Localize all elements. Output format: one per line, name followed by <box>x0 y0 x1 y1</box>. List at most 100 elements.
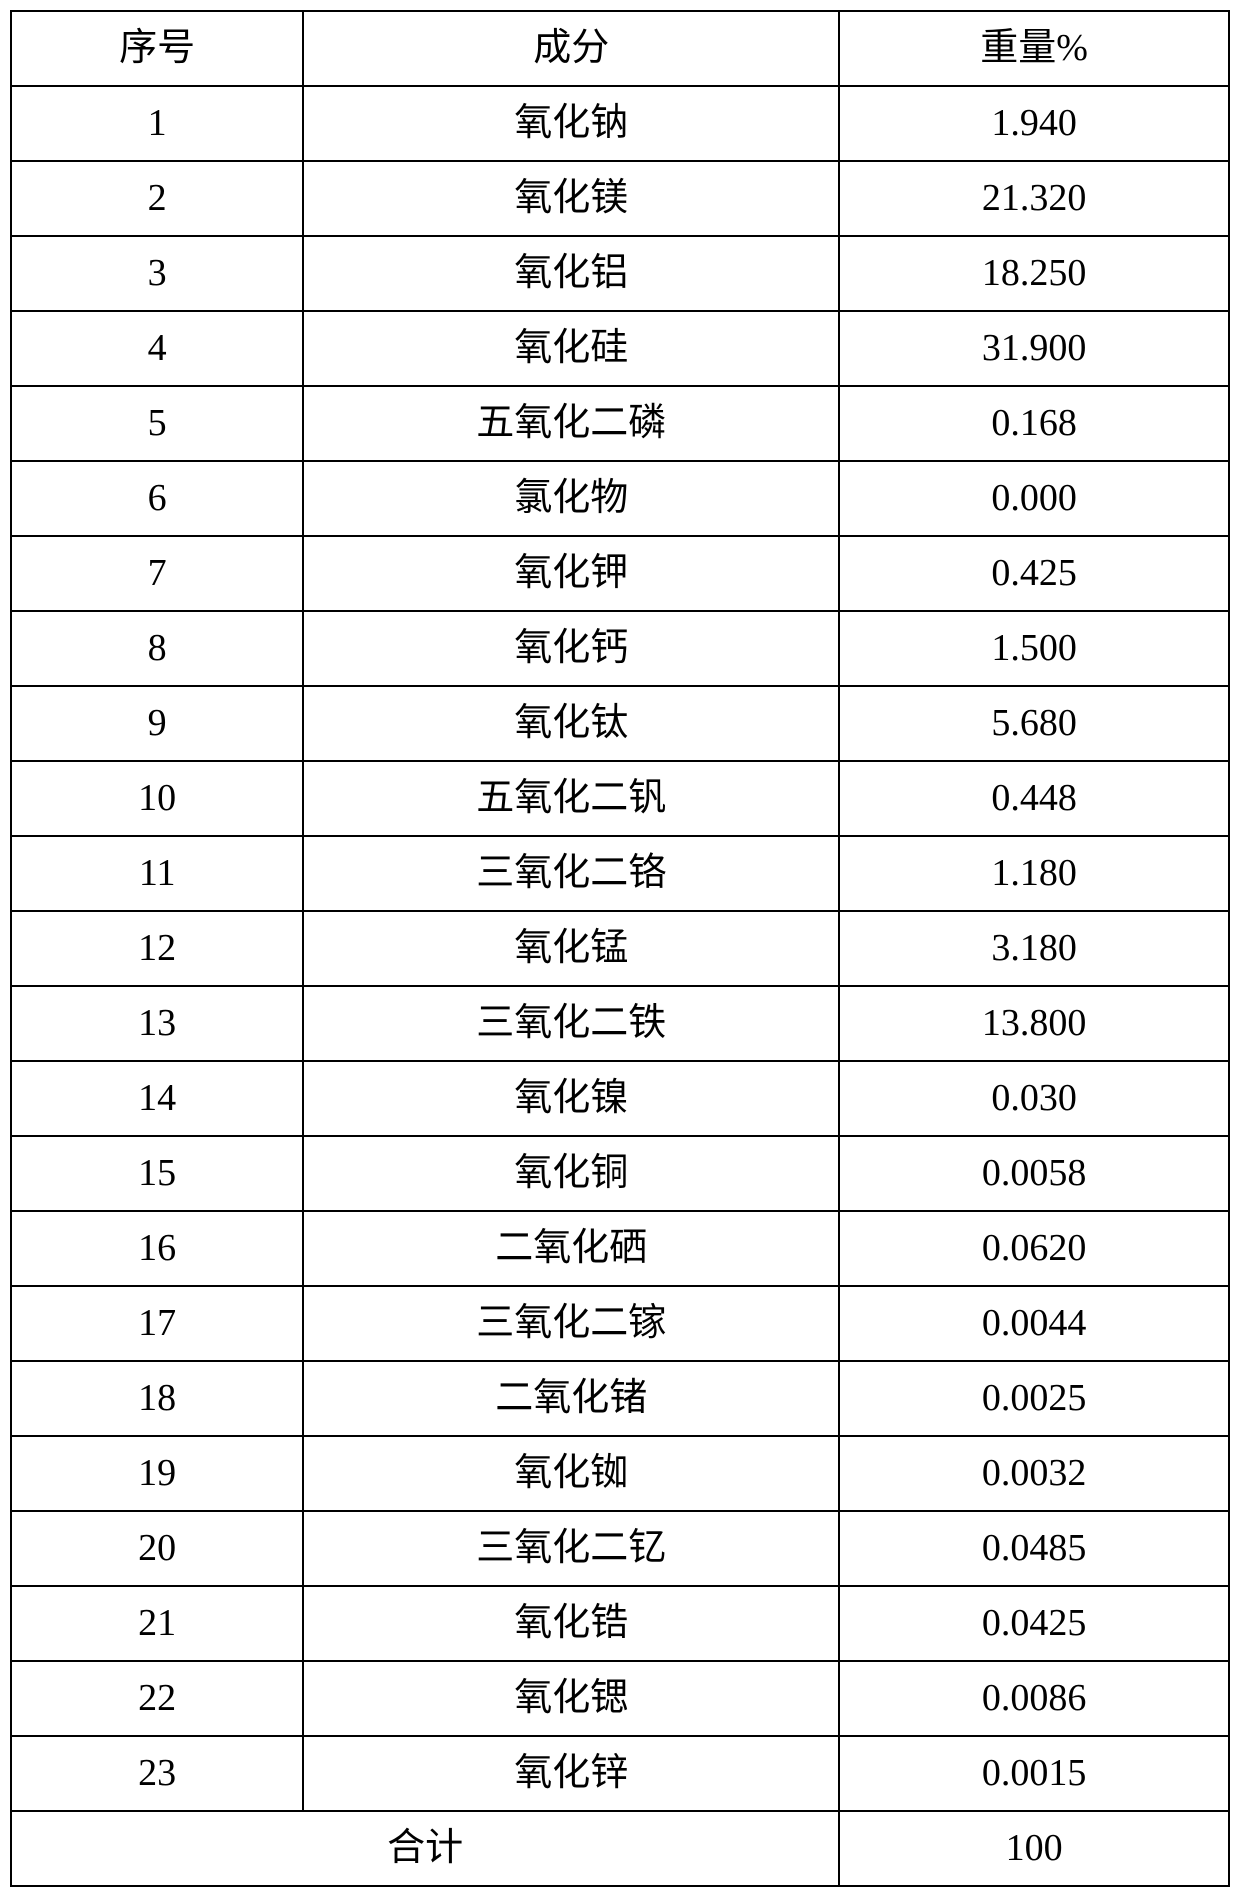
cell-weight: 1.180 <box>839 836 1229 911</box>
table-row: 19 氧化铷 0.0032 <box>11 1436 1229 1511</box>
table-row: 16 二氧化硒 0.0620 <box>11 1211 1229 1286</box>
cell-component: 三氧化二铁 <box>303 986 839 1061</box>
cell-index: 20 <box>11 1511 303 1586</box>
cell-weight: 13.800 <box>839 986 1229 1061</box>
cell-index: 5 <box>11 386 303 461</box>
cell-weight: 0.0086 <box>839 1661 1229 1736</box>
table-row: 4 氧化硅 31.900 <box>11 311 1229 386</box>
cell-weight: 5.680 <box>839 686 1229 761</box>
table-row: 7 氧化钾 0.425 <box>11 536 1229 611</box>
table-row: 8 氧化钙 1.500 <box>11 611 1229 686</box>
cell-index: 19 <box>11 1436 303 1511</box>
table-row: 6 氯化物 0.000 <box>11 461 1229 536</box>
cell-index: 9 <box>11 686 303 761</box>
table-row: 2 氧化镁 21.320 <box>11 161 1229 236</box>
cell-component: 氧化钾 <box>303 536 839 611</box>
cell-component: 氧化铷 <box>303 1436 839 1511</box>
cell-weight: 0.0032 <box>839 1436 1229 1511</box>
cell-weight: 0.0044 <box>839 1286 1229 1361</box>
total-label: 合计 <box>11 1811 839 1886</box>
cell-index: 23 <box>11 1736 303 1811</box>
cell-component: 氧化锰 <box>303 911 839 986</box>
cell-weight: 3.180 <box>839 911 1229 986</box>
cell-weight: 0.168 <box>839 386 1229 461</box>
cell-index: 4 <box>11 311 303 386</box>
cell-component: 氧化锆 <box>303 1586 839 1661</box>
cell-component: 氧化镍 <box>303 1061 839 1136</box>
table-body: 1 氧化钠 1.940 2 氧化镁 21.320 3 氧化铝 18.250 4 … <box>11 86 1229 1886</box>
cell-component: 氧化钙 <box>303 611 839 686</box>
table-row: 22 氧化锶 0.0086 <box>11 1661 1229 1736</box>
cell-index: 3 <box>11 236 303 311</box>
header-component: 成分 <box>303 11 839 86</box>
total-value: 100 <box>839 1811 1229 1886</box>
table-row: 9 氧化钛 5.680 <box>11 686 1229 761</box>
table-row: 21 氧化锆 0.0425 <box>11 1586 1229 1661</box>
cell-index: 22 <box>11 1661 303 1736</box>
cell-index: 15 <box>11 1136 303 1211</box>
table-row: 17 三氧化二镓 0.0044 <box>11 1286 1229 1361</box>
cell-weight: 0.0058 <box>839 1136 1229 1211</box>
cell-weight: 1.940 <box>839 86 1229 161</box>
table-header-row: 序号 成分 重量% <box>11 11 1229 86</box>
cell-index: 21 <box>11 1586 303 1661</box>
cell-weight: 0.0015 <box>839 1736 1229 1811</box>
cell-component: 氧化镁 <box>303 161 839 236</box>
composition-table: 序号 成分 重量% 1 氧化钠 1.940 2 氧化镁 21.320 3 氧化铝… <box>10 10 1230 1887</box>
cell-weight: 31.900 <box>839 311 1229 386</box>
cell-index: 13 <box>11 986 303 1061</box>
cell-index: 2 <box>11 161 303 236</box>
cell-component: 三氧化二钇 <box>303 1511 839 1586</box>
cell-component: 氯化物 <box>303 461 839 536</box>
cell-weight: 18.250 <box>839 236 1229 311</box>
cell-component: 氧化铜 <box>303 1136 839 1211</box>
cell-component: 五氧化二钒 <box>303 761 839 836</box>
cell-component: 三氧化二铬 <box>303 836 839 911</box>
table-row: 20 三氧化二钇 0.0485 <box>11 1511 1229 1586</box>
table-total-row: 合计 100 <box>11 1811 1229 1886</box>
table-row: 13 三氧化二铁 13.800 <box>11 986 1229 1061</box>
table-row: 12 氧化锰 3.180 <box>11 911 1229 986</box>
table-row: 1 氧化钠 1.940 <box>11 86 1229 161</box>
cell-index: 7 <box>11 536 303 611</box>
cell-component: 三氧化二镓 <box>303 1286 839 1361</box>
table-row: 18 二氧化锗 0.0025 <box>11 1361 1229 1436</box>
cell-weight: 0.030 <box>839 1061 1229 1136</box>
cell-weight: 0.448 <box>839 761 1229 836</box>
header-weight: 重量% <box>839 11 1229 86</box>
cell-weight: 0.0620 <box>839 1211 1229 1286</box>
cell-component: 二氧化锗 <box>303 1361 839 1436</box>
cell-index: 14 <box>11 1061 303 1136</box>
cell-component: 氧化锶 <box>303 1661 839 1736</box>
table-row: 11 三氧化二铬 1.180 <box>11 836 1229 911</box>
cell-component: 氧化铝 <box>303 236 839 311</box>
cell-index: 8 <box>11 611 303 686</box>
table-row: 10 五氧化二钒 0.448 <box>11 761 1229 836</box>
cell-component: 二氧化硒 <box>303 1211 839 1286</box>
table-row: 5 五氧化二磷 0.168 <box>11 386 1229 461</box>
table-row: 14 氧化镍 0.030 <box>11 1061 1229 1136</box>
cell-index: 1 <box>11 86 303 161</box>
cell-index: 6 <box>11 461 303 536</box>
cell-index: 11 <box>11 836 303 911</box>
cell-weight: 0.0025 <box>839 1361 1229 1436</box>
table-row: 3 氧化铝 18.250 <box>11 236 1229 311</box>
cell-weight: 21.320 <box>839 161 1229 236</box>
cell-weight: 1.500 <box>839 611 1229 686</box>
table-row: 23 氧化锌 0.0015 <box>11 1736 1229 1811</box>
table-row: 15 氧化铜 0.0058 <box>11 1136 1229 1211</box>
cell-index: 18 <box>11 1361 303 1436</box>
cell-weight: 0.0425 <box>839 1586 1229 1661</box>
cell-component: 氧化硅 <box>303 311 839 386</box>
cell-index: 17 <box>11 1286 303 1361</box>
cell-index: 16 <box>11 1211 303 1286</box>
cell-weight: 0.425 <box>839 536 1229 611</box>
cell-component: 五氧化二磷 <box>303 386 839 461</box>
cell-weight: 0.000 <box>839 461 1229 536</box>
cell-component: 氧化钠 <box>303 86 839 161</box>
cell-index: 10 <box>11 761 303 836</box>
header-index: 序号 <box>11 11 303 86</box>
cell-index: 12 <box>11 911 303 986</box>
cell-component: 氧化钛 <box>303 686 839 761</box>
cell-component: 氧化锌 <box>303 1736 839 1811</box>
